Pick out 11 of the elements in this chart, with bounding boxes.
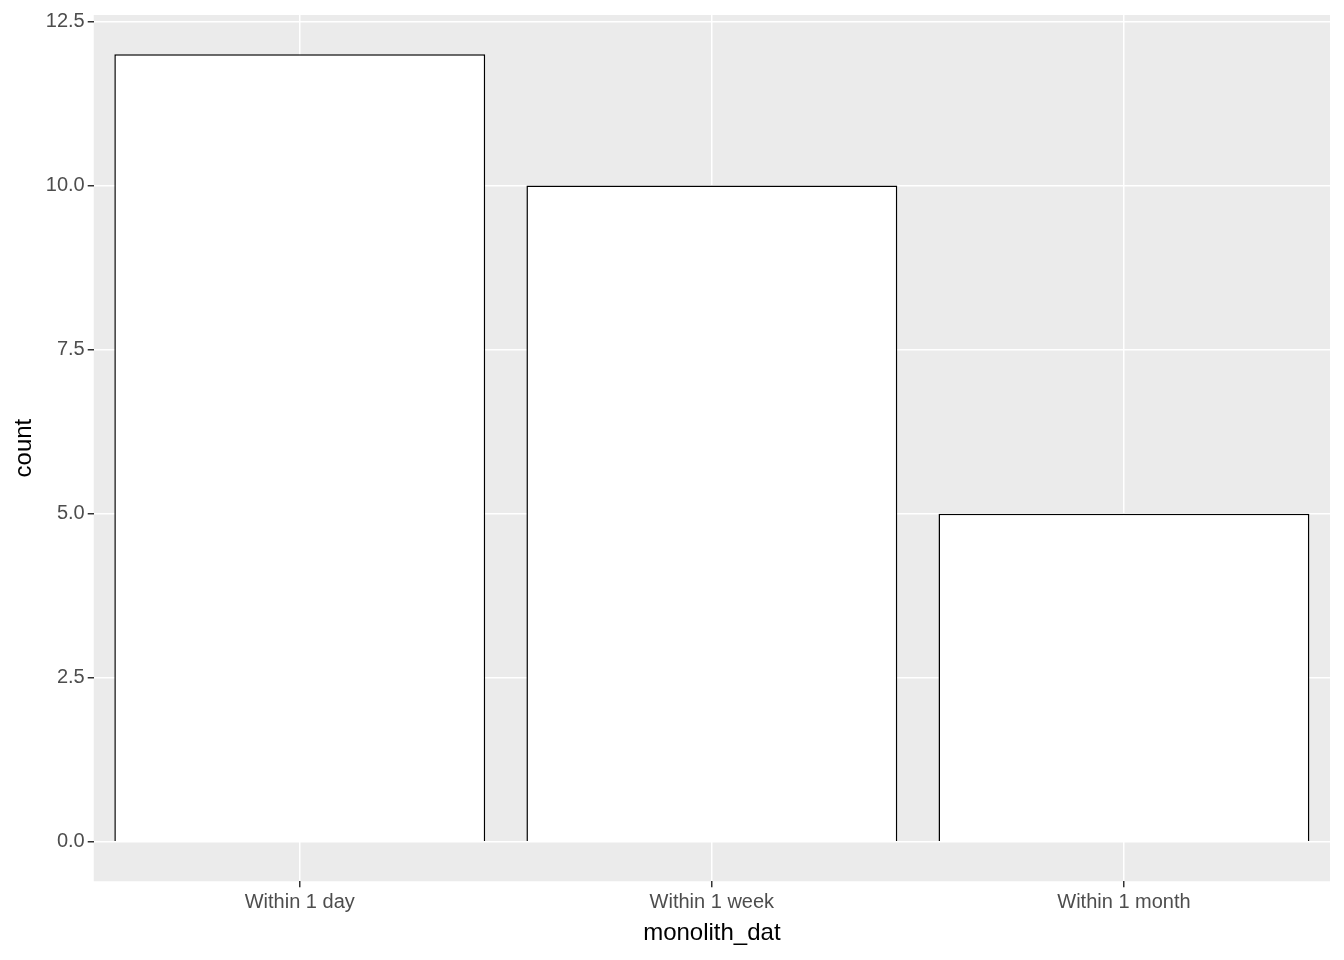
y-tick-label: 12.5 bbox=[45, 9, 85, 32]
y-tick-label: 2.5 bbox=[56, 665, 85, 688]
y-axis-title: count bbox=[9, 418, 37, 478]
y-tick-label: 5.0 bbox=[56, 501, 85, 524]
x-axis-title: monolith_dat bbox=[643, 918, 781, 946]
x-tick-label: Within 1 day bbox=[244, 889, 355, 912]
x-tick-label: Within 1 month bbox=[1057, 889, 1191, 912]
y-tick-label: 10.0 bbox=[45, 173, 85, 196]
y-tick-label: 0.0 bbox=[56, 829, 85, 852]
y-tick-label: 7.5 bbox=[56, 337, 85, 360]
x-tick-label: Within 1 week bbox=[649, 889, 776, 912]
